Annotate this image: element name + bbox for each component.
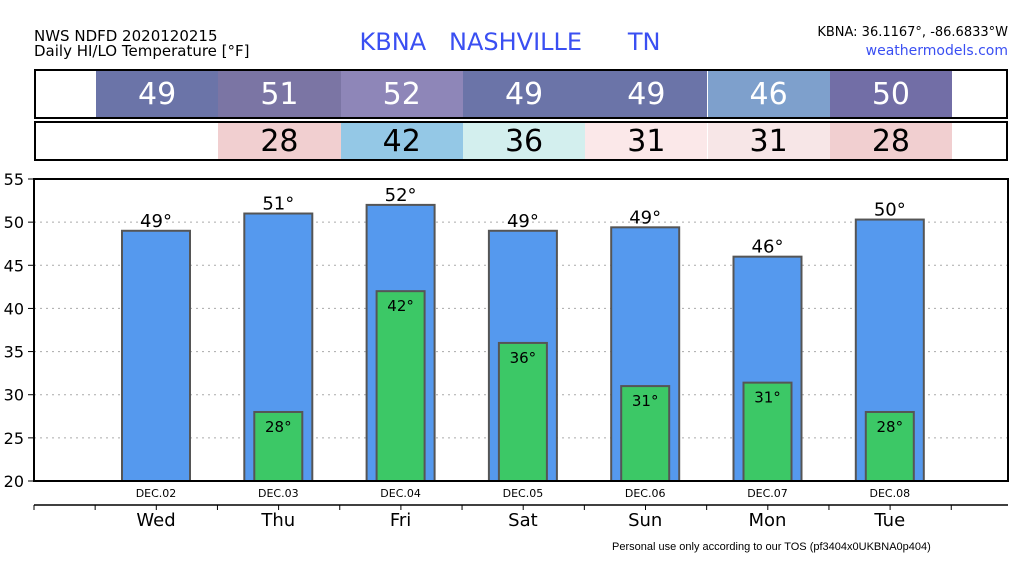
high-bar-label: 46° [752,237,784,258]
day-label: Thu [260,510,295,531]
date-label: DEC.08 [869,487,910,500]
day-label: Fri [390,510,411,531]
lo_strip-cell: 42 [340,123,463,159]
y-tick-label: 50 [4,213,24,232]
tos-footer: Personal use only according to our TOS (… [612,541,931,553]
lo_strip-cell: 28 [218,123,341,159]
low-bar [375,290,426,482]
low-bar-label: 31° [632,392,659,410]
high-bar-label: 52° [385,185,417,206]
day-label: Sat [508,510,538,531]
hi_strip-cell: 49 [96,71,219,117]
lo_strip-cell: 28 [829,123,953,159]
chart-title-line2: Daily HI/LO Temperature [°F] [34,42,250,60]
hi_strip-cell: 51 [218,71,341,117]
plot-frame [33,178,1009,482]
lo_strip-cell: 36 [462,123,586,159]
low-bar-label: 36° [510,349,537,367]
high-bar-label: 50° [874,200,906,221]
hi_strip-cell: 52 [340,71,463,117]
date-label: DEC.05 [503,487,544,500]
date-label: DEC.06 [625,487,666,500]
station-name: KBNA NASHVILLE TN [359,28,661,56]
date-label: DEC.03 [258,487,299,500]
y-tick-label: 45 [4,256,24,275]
y-tick-label: 40 [4,299,24,318]
low-bar-label: 28° [265,418,292,436]
low-bar-label: 28° [877,418,904,436]
low-bar-label: 42° [387,297,414,315]
hi_strip-cell: 49 [585,71,708,117]
hi_strip-cell: 49 [462,71,586,117]
lo_strip-cell: 31 [585,123,708,159]
high-bar-label: 49° [629,207,661,228]
high-bar-label: 49° [140,211,172,232]
chart-title-line1: NWS NDFD 2020120215 [34,27,218,45]
site-link[interactable]: weathermodels.com [865,43,1008,59]
lo_strip-cell: 31 [707,123,830,159]
low-temperature-strip: 28 42 36 31 31 28 [34,121,1008,161]
y-tick-label: 25 [4,429,24,448]
day-label: Tue [873,510,905,531]
high-temperature-strip: 49 51 52 49 49 46 50 [34,69,1008,119]
date-label: DEC.04 [380,487,421,500]
station-coordinates: KBNA: 36.1167°, -86.6833°W [817,25,1008,40]
day-label: Mon [749,510,787,531]
hi_strip-cell: 46 [707,71,830,117]
high-bar [121,229,191,482]
day-label: Sun [628,510,662,531]
y-tick-label: 55 [4,170,24,189]
low-bar-label: 31° [754,389,781,407]
high-bar-label: 51° [262,194,294,215]
y-tick-label: 20 [4,472,24,491]
day-label: Wed [136,510,175,531]
high-bar-label: 49° [507,211,539,232]
y-tick-label: 30 [4,386,24,405]
date-label: DEC.07 [747,487,788,500]
low-bar [253,410,304,483]
hi_strip-cell: 50 [829,71,953,117]
date-label: DEC.02 [136,487,177,500]
y-tick-label: 35 [4,343,24,362]
low-bar [864,410,915,483]
low-bar [497,341,548,483]
